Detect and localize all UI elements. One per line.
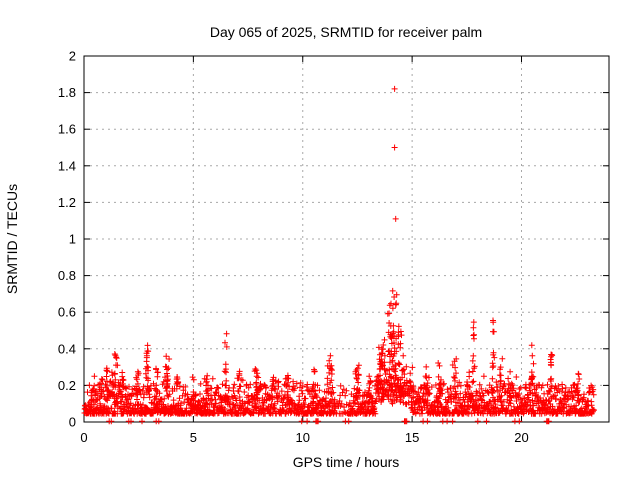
- y-tick-label: 1.6: [58, 122, 76, 137]
- tick-labels: 00.20.40.60.811.21.41.61.820 5 10 15 20: [58, 49, 529, 446]
- y-tick-label: 1.2: [58, 195, 76, 210]
- x-tick-label: 0: [80, 430, 87, 445]
- x-tick-label: 10: [296, 430, 310, 445]
- chart-title: Day 065 of 2025, SRMTID for receiver pal…: [210, 24, 482, 40]
- y-tick-label: 1.4: [58, 158, 76, 173]
- y-tick-label: 0.4: [58, 341, 76, 356]
- y-tick-label: 0.2: [58, 378, 76, 393]
- x-tick-label: 5: [190, 430, 197, 445]
- y-tick-label: 1: [69, 232, 76, 247]
- y-tick-label: 2: [69, 49, 76, 64]
- y-tick-label: 0.8: [58, 268, 76, 283]
- y-tick-label: 0.6: [58, 305, 76, 320]
- y-tick-label: 0: [69, 415, 76, 430]
- y-axis-label: SRMTID / TECUs: [4, 184, 20, 294]
- x-tick-label: 15: [405, 430, 419, 445]
- x-tick-label: 20: [514, 430, 528, 445]
- y-tick-label: 1.8: [58, 85, 76, 100]
- data-points: [81, 85, 597, 425]
- x-axis-label: GPS time / hours: [293, 454, 400, 470]
- plot-border: [83, 55, 610, 423]
